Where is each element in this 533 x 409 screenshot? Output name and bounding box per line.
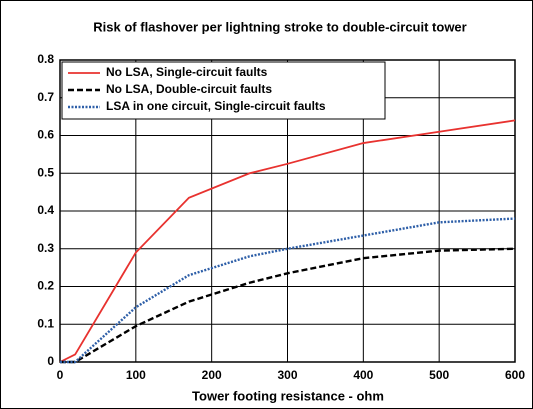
series-line: [60, 217, 516, 364]
chart-title: Risk of flashover per lightning stroke t…: [93, 19, 466, 34]
y-tick-label: 0.5: [37, 165, 54, 179]
series-line: [60, 247, 516, 364]
y-tick-label: 0.8: [37, 52, 54, 66]
y-tick-label: 0.7: [37, 90, 54, 104]
x-tick-label: 100: [126, 368, 146, 382]
x-axis-label: Tower footing resistance - ohm: [192, 388, 384, 403]
series-line: [59, 119, 516, 363]
x-tick-label: 200: [202, 368, 222, 382]
x-tick-label: 500: [429, 368, 449, 382]
y-tick-label: 0.2: [37, 279, 54, 293]
y-tick-label: 0: [47, 354, 54, 368]
x-tick-label: 300: [277, 368, 297, 382]
y-tick-label: 0.4: [37, 203, 54, 217]
legend-label: No LSA, Double-circuit faults: [106, 82, 272, 96]
y-tick-label: 0.6: [37, 128, 54, 142]
x-tick-label: 0: [57, 368, 64, 382]
x-tick-label: 400: [353, 368, 373, 382]
legend-label: LSA in one circuit, Single-circuit fault…: [106, 99, 326, 113]
x-tick-label: 600: [505, 368, 525, 382]
y-tick-label: 0.3: [37, 241, 54, 255]
legend-label: No LSA, Single-circuit faults: [106, 65, 268, 79]
legend-box: [61, 61, 386, 120]
plot-border: [59, 59, 516, 363]
y-tick-label: 0.1: [37, 316, 54, 330]
